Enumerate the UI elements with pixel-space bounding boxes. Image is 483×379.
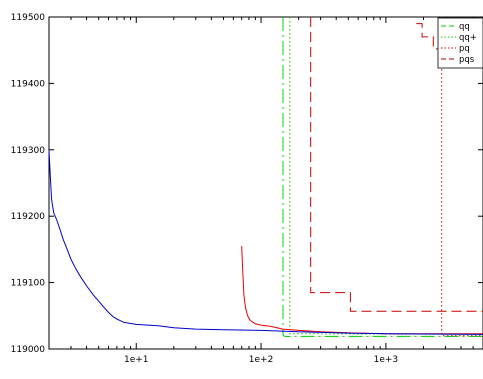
x-tick-label: 1e+1	[124, 355, 149, 365]
legend-label-pq: pq	[459, 44, 470, 54]
y-tick-label: 119200	[11, 212, 46, 222]
series-line-unnamed-6	[48, 149, 483, 335]
plot-frame	[48, 16, 483, 350]
series-line-qq	[282, 17, 483, 337]
y-tick-label: 119500	[11, 13, 46, 23]
y-tick-label: 119300	[11, 146, 46, 156]
axis-layer: 119000 119100 119200 119300 119400 119500 1e+1…	[11, 13, 483, 365]
y-tick-label: 119000	[11, 345, 46, 355]
series-line-qq+	[289, 17, 483, 335]
y-tick-label: 119100	[11, 279, 46, 289]
series-line-pqs	[310, 17, 483, 312]
y-tick-label: 119400	[11, 79, 46, 89]
plot-area: 119000 119100 119200 119300 119400 119500 1e+1…	[11, 13, 483, 365]
legend-label-qq+: qq+	[459, 33, 477, 43]
x-tick-label: 1e+3	[374, 355, 399, 365]
series-layer	[48, 17, 483, 337]
x-tick-label: 1e+2	[249, 355, 274, 365]
legend-label-pqs: pqs	[459, 55, 475, 65]
legend-label-qq: qq	[459, 22, 470, 32]
series-line-pqs-tail	[416, 23, 442, 50]
